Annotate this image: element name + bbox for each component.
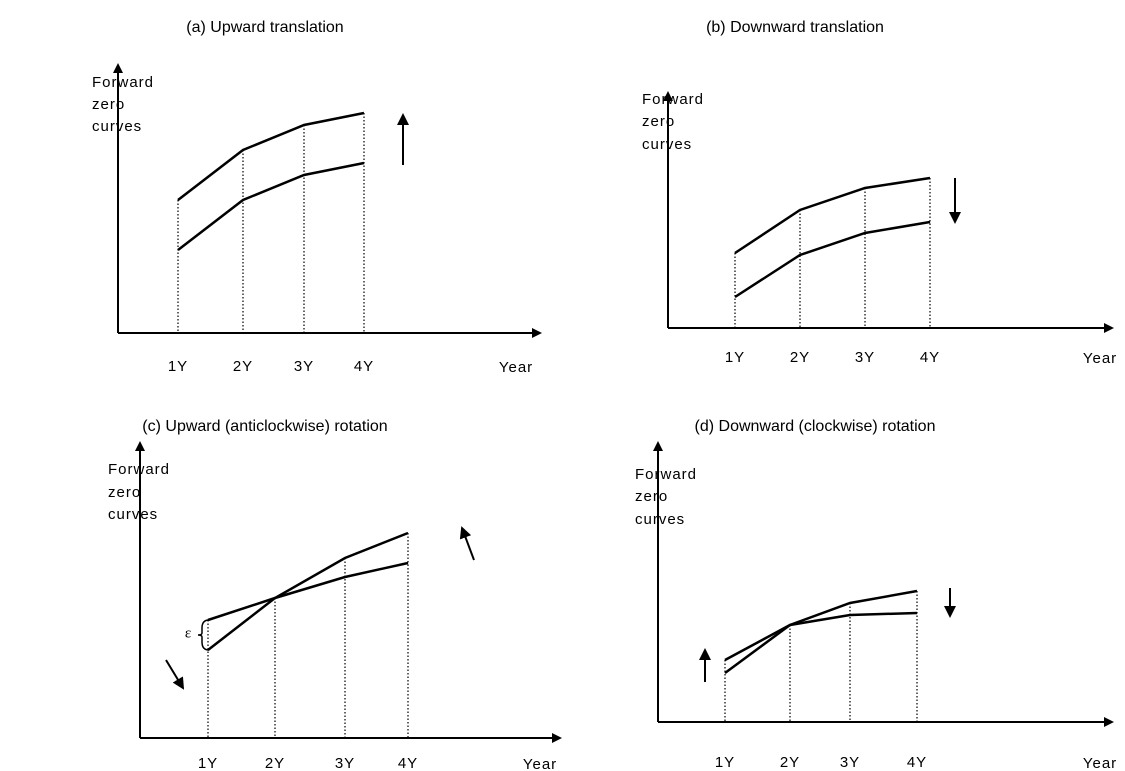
y-axis-label: zero: [108, 484, 141, 501]
y-axis-label: zero: [642, 113, 675, 130]
tick-label: 4Y: [920, 349, 940, 366]
curve: [734, 176, 931, 255]
tick-label: 3Y: [855, 349, 875, 366]
tick-label: 1Y: [168, 358, 188, 375]
x-axis-label: Year: [1083, 755, 1117, 771]
x-axis-label: Year: [1083, 350, 1117, 367]
curve: [734, 220, 931, 299]
epsilon: ε: [185, 625, 191, 641]
tick-label: 2Y: [265, 755, 285, 771]
tick-label: 1Y: [715, 754, 735, 771]
tick-label: 3Y: [294, 358, 314, 375]
y-axis-label: curves: [642, 136, 692, 153]
x-axis-label: Year: [499, 359, 533, 376]
y-axis-label: curves: [635, 511, 685, 528]
panel-title: (a) Upward translation: [186, 19, 343, 36]
y-axis-label: curves: [92, 118, 142, 135]
y-axis-label: Forward: [108, 461, 170, 478]
brace: [197, 619, 210, 651]
y-axis-label: curves: [108, 506, 158, 523]
shift-arrow: [459, 526, 475, 561]
y-axis-label: Forward: [642, 91, 704, 108]
curve: [724, 589, 918, 675]
tick-label: 2Y: [780, 754, 800, 771]
curve: [177, 111, 365, 201]
panel-title: (c) Upward (anticlockwise) rotation: [142, 418, 387, 435]
tick-label: 4Y: [907, 754, 927, 771]
panel-title: (d) Downward (clockwise) rotation: [695, 418, 936, 435]
tick-label: 1Y: [198, 755, 218, 771]
tick-label: 2Y: [790, 349, 810, 366]
y-axis-label: zero: [635, 488, 668, 505]
curve: [177, 161, 365, 251]
tick-label: 3Y: [335, 755, 355, 771]
y-axis-label: Forward: [92, 74, 154, 91]
panel-title: (b) Downward translation: [706, 19, 884, 36]
shift-arrow: [165, 659, 185, 690]
tick-label: 4Y: [354, 358, 374, 375]
tick-label: 4Y: [398, 755, 418, 771]
curve: [207, 531, 409, 651]
tick-label: 2Y: [233, 358, 253, 375]
y-axis-label: zero: [92, 96, 125, 113]
tick-label: 1Y: [725, 349, 745, 366]
curve: [724, 611, 918, 662]
y-axis-label: Forward: [635, 466, 697, 483]
curve: [207, 561, 409, 622]
tick-label: 3Y: [840, 754, 860, 771]
x-axis-label: Year: [523, 756, 557, 771]
